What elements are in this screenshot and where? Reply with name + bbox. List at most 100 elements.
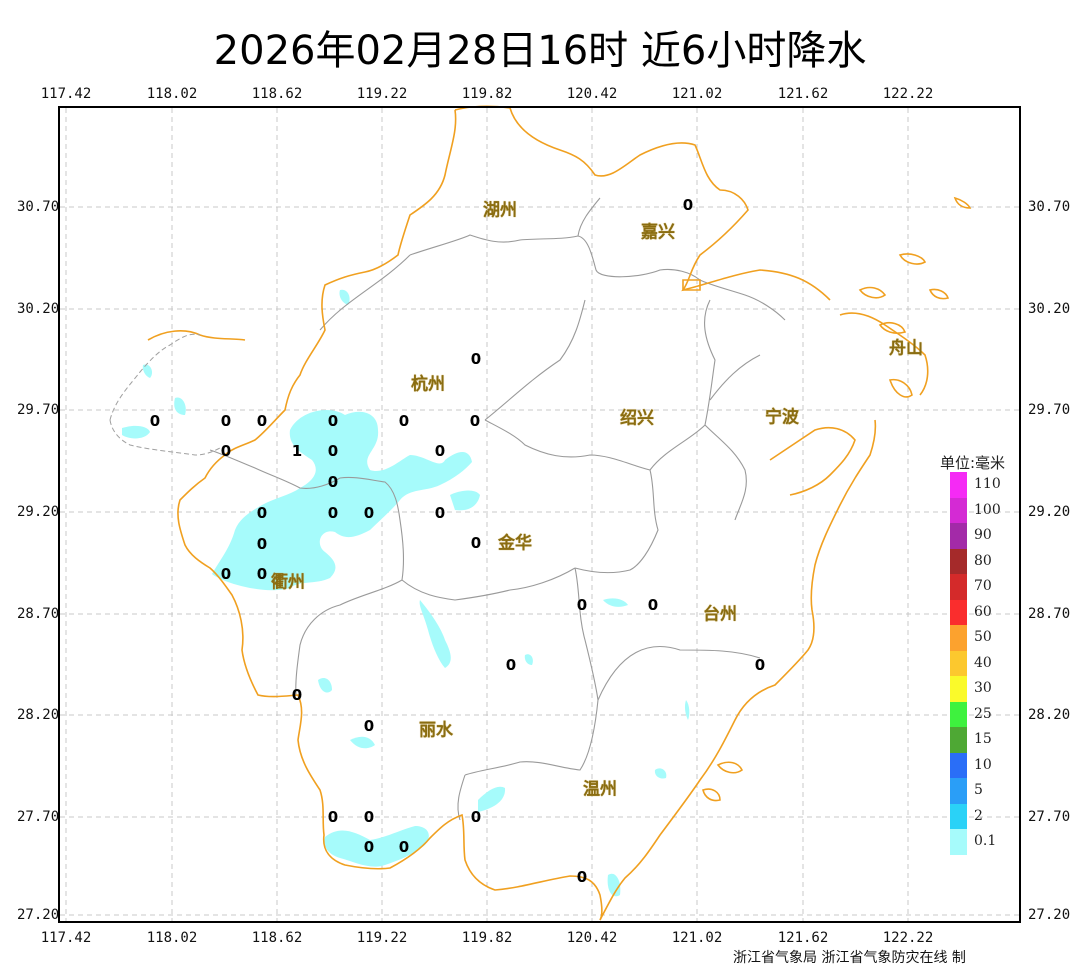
legend-swatch	[950, 778, 967, 804]
y-tick-label: 29.70	[1028, 402, 1071, 418]
x-tick-label: 121.02	[671, 930, 723, 946]
legend-swatch	[950, 650, 967, 676]
station-value: 0	[327, 808, 339, 826]
y-tick-label: 28.70	[1028, 606, 1071, 622]
x-tick-label: 119.22	[356, 930, 408, 946]
y-tick-label: 27.20	[1028, 907, 1071, 923]
legend-swatch	[950, 752, 967, 778]
city-label: 杭州	[411, 374, 445, 395]
y-tick-label: 29.20	[1028, 504, 1071, 520]
x-tick-label: 120.42	[566, 930, 618, 946]
x-tick-label: 122.22	[882, 930, 934, 946]
map-frame	[58, 106, 1021, 923]
x-tick-label: 118.62	[251, 930, 303, 946]
y-tick-label: 30.20	[1028, 301, 1071, 317]
legend-swatch	[950, 803, 967, 829]
y-tick-label: 29.70	[17, 402, 60, 418]
legend-label: 110	[974, 476, 1001, 492]
legend-swatch	[950, 472, 967, 498]
station-value: 0	[470, 534, 482, 552]
city-label: 湖州	[483, 200, 517, 221]
legend-label: 90	[974, 527, 992, 543]
legend-label: 0.1	[974, 833, 997, 849]
station-value: 0	[363, 838, 375, 856]
x-tick-label: 121.62	[777, 930, 829, 946]
x-tick-label: 118.62	[251, 86, 303, 102]
station-value: 0	[363, 808, 375, 826]
x-tick-label: 118.02	[146, 930, 198, 946]
station-value: 0	[682, 196, 694, 214]
station-value: 0	[470, 350, 482, 368]
gridlines	[60, 108, 1019, 921]
city-label: 金华	[498, 533, 532, 554]
x-tick-label: 121.62	[777, 86, 829, 102]
legend-swatch	[950, 829, 967, 855]
station-value: 0	[327, 473, 339, 491]
y-tick-label: 30.70	[17, 199, 60, 215]
rain-areas	[122, 289, 690, 897]
station-value: 0	[434, 504, 446, 522]
legend-swatch	[950, 599, 967, 625]
legend-label: 2	[974, 807, 983, 824]
legend-label: 5	[974, 782, 983, 798]
city-label: 舟山	[889, 338, 923, 359]
legend-swatch	[950, 523, 967, 549]
legend-label: 15	[974, 731, 992, 747]
legend-label: 30	[974, 680, 992, 696]
y-tick-label: 28.70	[17, 606, 60, 622]
legend-label: 25	[974, 705, 992, 722]
legend-swatch	[950, 676, 967, 702]
legend-label: 40	[974, 654, 992, 671]
x-tick-label: 119.82	[461, 86, 513, 102]
y-tick-label: 27.70	[1028, 809, 1071, 825]
station-value: 0	[327, 504, 339, 522]
outer-boundary	[109, 333, 221, 456]
legend-label: 60	[974, 603, 992, 620]
station-value: 0	[220, 412, 232, 430]
legend-swatch	[950, 548, 967, 574]
city-label: 嘉兴	[641, 222, 675, 243]
x-tick-label: 121.02	[671, 86, 723, 102]
station-value: 0	[256, 535, 268, 553]
legend-label: 70	[974, 578, 992, 594]
legend-swatch	[950, 625, 967, 651]
legend-swatch	[950, 727, 967, 753]
station-value: 0	[256, 412, 268, 430]
legend-swatch	[950, 497, 967, 523]
station-value: 0	[576, 868, 588, 886]
legend-label: 80	[974, 552, 992, 569]
station-value: 0	[363, 504, 375, 522]
map-title: 2026年02月28日16时 近6小时降水	[213, 28, 867, 74]
station-value: 0	[470, 808, 482, 826]
station-value: 0	[754, 656, 766, 674]
x-tick-label: 118.02	[146, 86, 198, 102]
station-value: 0	[327, 442, 339, 460]
city-label: 温州	[583, 779, 617, 800]
legend-label: 100	[974, 501, 1001, 518]
station-value: 0	[398, 838, 410, 856]
station-value: 0	[434, 442, 446, 460]
station-value: 0	[149, 412, 161, 430]
x-tick-label: 119.82	[461, 930, 513, 946]
x-tick-label: 117.42	[40, 930, 92, 946]
station-value: 0	[576, 596, 588, 614]
legend-swatch	[950, 574, 967, 600]
city-label: 衢州	[271, 572, 305, 593]
station-value: 0	[220, 565, 232, 583]
city-label: 丽水	[419, 720, 453, 741]
station-value: 0	[469, 412, 481, 430]
station-value: 0	[327, 412, 339, 430]
city-label: 绍兴	[620, 408, 654, 429]
station-value: 0	[647, 596, 659, 614]
x-tick-label: 120.42	[566, 86, 618, 102]
credit-text: 浙江省气象局 浙江省气象防灾在线 制	[733, 950, 966, 966]
city-label: 宁波	[765, 407, 799, 428]
station-value: 0	[363, 717, 375, 735]
y-tick-label: 27.20	[17, 907, 60, 923]
station-value: 1	[291, 442, 303, 460]
y-tick-label: 28.20	[17, 707, 60, 723]
legend-label: 50	[974, 629, 992, 645]
station-value: 0	[291, 686, 303, 704]
province-border	[147, 105, 972, 921]
